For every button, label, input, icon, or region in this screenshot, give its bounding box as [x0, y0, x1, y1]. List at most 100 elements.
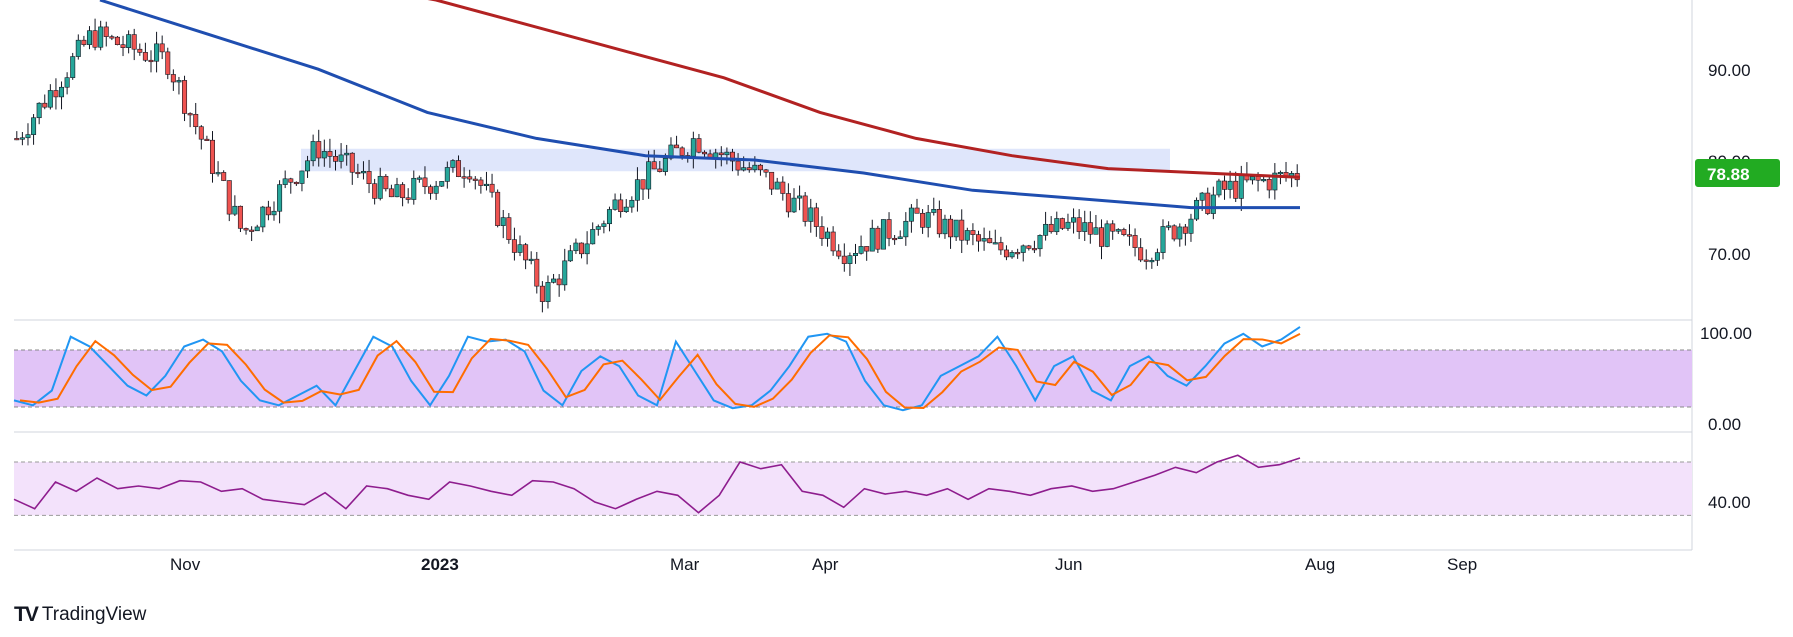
- candle: [243, 227, 249, 235]
- candle: [763, 168, 769, 178]
- candle: [86, 26, 92, 50]
- candle: [360, 161, 366, 180]
- candle: [154, 31, 160, 73]
- candle: [880, 219, 886, 250]
- last-price-tag-bg: [1695, 159, 1780, 187]
- candle: [836, 244, 842, 260]
- candle: [1138, 238, 1144, 263]
- time-tick-sep: Sep: [1447, 555, 1477, 574]
- candle: [1054, 211, 1060, 235]
- time-tick-nov: Nov: [170, 555, 201, 574]
- candle: [785, 183, 791, 218]
- candle: [674, 135, 680, 149]
- candle: [81, 35, 87, 47]
- candle: [975, 230, 981, 252]
- candle: [103, 21, 109, 47]
- time-tick-2023: 2023: [421, 555, 459, 574]
- candle: [970, 223, 976, 246]
- candle: [70, 52, 76, 80]
- candle: [651, 149, 657, 170]
- candle: [780, 176, 786, 201]
- candle: [858, 235, 864, 255]
- candle: [19, 132, 25, 146]
- candle: [1048, 216, 1054, 234]
- candle: [25, 123, 31, 146]
- candle: [215, 161, 221, 177]
- candle: [528, 251, 534, 265]
- candle: [819, 216, 825, 246]
- moving-average-red[interactable]: [340, 0, 1301, 179]
- candle: [53, 78, 59, 110]
- candle: [265, 200, 271, 221]
- candle: [612, 193, 618, 211]
- candle: [165, 47, 171, 80]
- candle: [495, 189, 501, 228]
- candle: [411, 170, 417, 205]
- candle: [1194, 197, 1200, 221]
- candle: [606, 206, 612, 232]
- candle: [1071, 208, 1077, 234]
- candle: [908, 204, 914, 233]
- candle: [332, 149, 338, 171]
- candle: [416, 175, 422, 183]
- tradingview-wordmark: TradingView: [41, 604, 147, 625]
- rsi-tick-40: 40.00: [1708, 493, 1751, 512]
- candle: [774, 177, 780, 190]
- candle: [349, 152, 355, 185]
- candle: [1059, 217, 1065, 231]
- candle: [959, 209, 965, 254]
- time-tick-jun: Jun: [1055, 555, 1082, 574]
- candle: [388, 184, 394, 198]
- candle: [920, 209, 926, 234]
- stochastic-k-line[interactable]: [13, 326, 1301, 412]
- candle: [579, 242, 585, 259]
- candle: [886, 212, 892, 247]
- last-price-tag: 78.88: [1707, 165, 1750, 184]
- candle: [869, 219, 875, 252]
- tradingview-brand[interactable]: TV TradingView: [14, 603, 146, 627]
- candle: [948, 215, 954, 249]
- candle: [305, 155, 311, 178]
- candle: [813, 202, 819, 237]
- candle: [517, 235, 523, 257]
- candle: [1132, 228, 1138, 257]
- candle: [182, 75, 188, 122]
- candle: [1154, 248, 1160, 266]
- candle: [1087, 211, 1093, 244]
- moving-average-blue[interactable]: [99, 0, 1300, 210]
- candle: [221, 170, 227, 182]
- candle: [383, 174, 389, 192]
- time-tick-mar: Mar: [670, 555, 700, 574]
- candle: [36, 102, 42, 125]
- time-tick-apr: Apr: [812, 555, 839, 574]
- stoch-tick-100: 100.00: [1700, 324, 1752, 343]
- candle: [964, 227, 970, 245]
- stochastic-d-line[interactable]: [19, 333, 1301, 410]
- candle: [629, 196, 635, 213]
- candle: [310, 134, 316, 167]
- candle: [1031, 240, 1037, 254]
- candle: [735, 153, 741, 176]
- candle: [769, 171, 775, 195]
- candle: [1205, 187, 1211, 216]
- rsi-line[interactable]: [13, 454, 1301, 514]
- candle: [567, 245, 573, 262]
- candle: [562, 248, 568, 291]
- candle: [757, 163, 763, 176]
- candle: [1188, 213, 1194, 242]
- candle: [1210, 186, 1216, 220]
- candle: [1160, 219, 1166, 260]
- candle: [193, 102, 199, 135]
- candle: [14, 131, 20, 141]
- candle: [187, 112, 193, 128]
- plot-area[interactable]: [0, 0, 1692, 550]
- candle: [953, 219, 959, 241]
- candle: [456, 155, 462, 178]
- candle: [114, 35, 120, 46]
- candle: [556, 274, 562, 297]
- candle: [237, 205, 243, 233]
- candle: [204, 135, 210, 141]
- candle: [825, 227, 831, 247]
- candle: [914, 198, 920, 214]
